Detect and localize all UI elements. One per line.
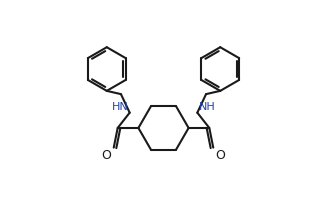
Text: O: O (215, 149, 225, 162)
Text: O: O (102, 149, 112, 162)
Text: NH: NH (198, 102, 215, 112)
Text: HN: HN (112, 102, 129, 112)
